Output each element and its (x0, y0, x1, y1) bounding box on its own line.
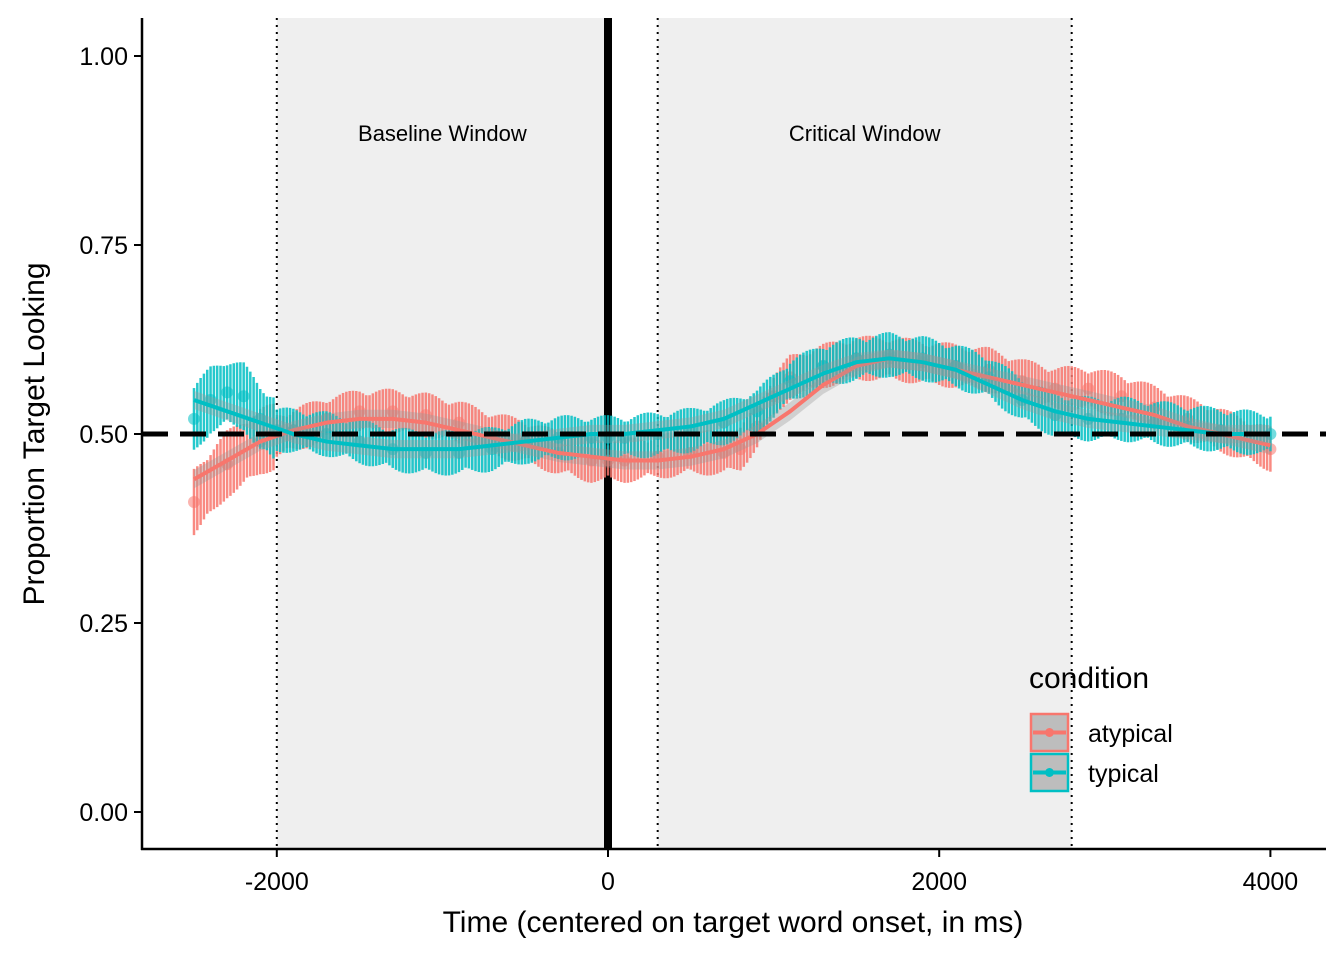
y-tick-label: 0.75 (79, 232, 128, 260)
point-atypical (419, 409, 432, 422)
point-atypical (188, 496, 200, 509)
point-typical (751, 405, 764, 418)
point-atypical (386, 405, 399, 418)
point-atypical (353, 405, 366, 418)
point-atypical (1082, 382, 1095, 395)
point-typical (221, 386, 234, 399)
point-typical (237, 390, 250, 403)
point-atypical (452, 416, 465, 429)
x-axis-title: Time (centered on target word onset, in … (443, 906, 1024, 939)
legend-label-typical: typical (1088, 760, 1159, 788)
axes: -2000 0 2000 4000 0.00 0.25 0.50 0.75 1.00 (79, 18, 1326, 896)
smooth-ci-band-atypical (194, 349, 1271, 489)
legend-title: condition (1029, 662, 1149, 695)
series-typical (188, 332, 1277, 476)
point-typical (817, 359, 830, 372)
legend-label-atypical: atypical (1088, 720, 1173, 748)
y-tick-label: 0.50 (79, 421, 128, 449)
point-atypical (734, 443, 747, 456)
y-tick-label: 1.00 (79, 43, 128, 71)
point-typical (320, 428, 333, 440)
legend-key-point-typical (1045, 768, 1054, 777)
legend-key-point-atypical (1045, 728, 1054, 737)
x-tick-label: 4000 (1243, 868, 1299, 896)
smooth-line-typical (193, 356, 1271, 452)
legend: condition atypical typical (1029, 662, 1173, 793)
y-axis-title: Proportion Target Looking (18, 262, 51, 605)
point-typical (784, 375, 797, 388)
x-tick-label: 0 (601, 868, 615, 896)
smooth-line-atypical (193, 356, 1271, 482)
point-typical (188, 412, 200, 425)
y-tick-label: 0.25 (79, 610, 128, 638)
y-tick-label: 0.00 (79, 799, 128, 827)
x-tick-label: 2000 (911, 868, 967, 896)
window-label-2: Critical Window (789, 121, 941, 146)
smooth-ci-band-typical (194, 349, 1271, 459)
x-tick-label: -2000 (245, 868, 309, 896)
window-label-1: Baseline Window (358, 121, 527, 146)
